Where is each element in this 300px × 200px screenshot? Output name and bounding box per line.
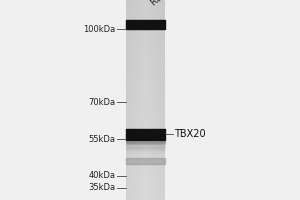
Text: 40kDa: 40kDa <box>88 171 116 180</box>
Text: TBX20: TBX20 <box>174 129 206 139</box>
Text: 35kDa: 35kDa <box>88 183 116 192</box>
Text: 55kDa: 55kDa <box>88 135 116 144</box>
Text: Rat heart: Rat heart <box>150 0 188 7</box>
Text: 70kDa: 70kDa <box>88 98 116 107</box>
Text: 100kDa: 100kDa <box>83 25 116 34</box>
